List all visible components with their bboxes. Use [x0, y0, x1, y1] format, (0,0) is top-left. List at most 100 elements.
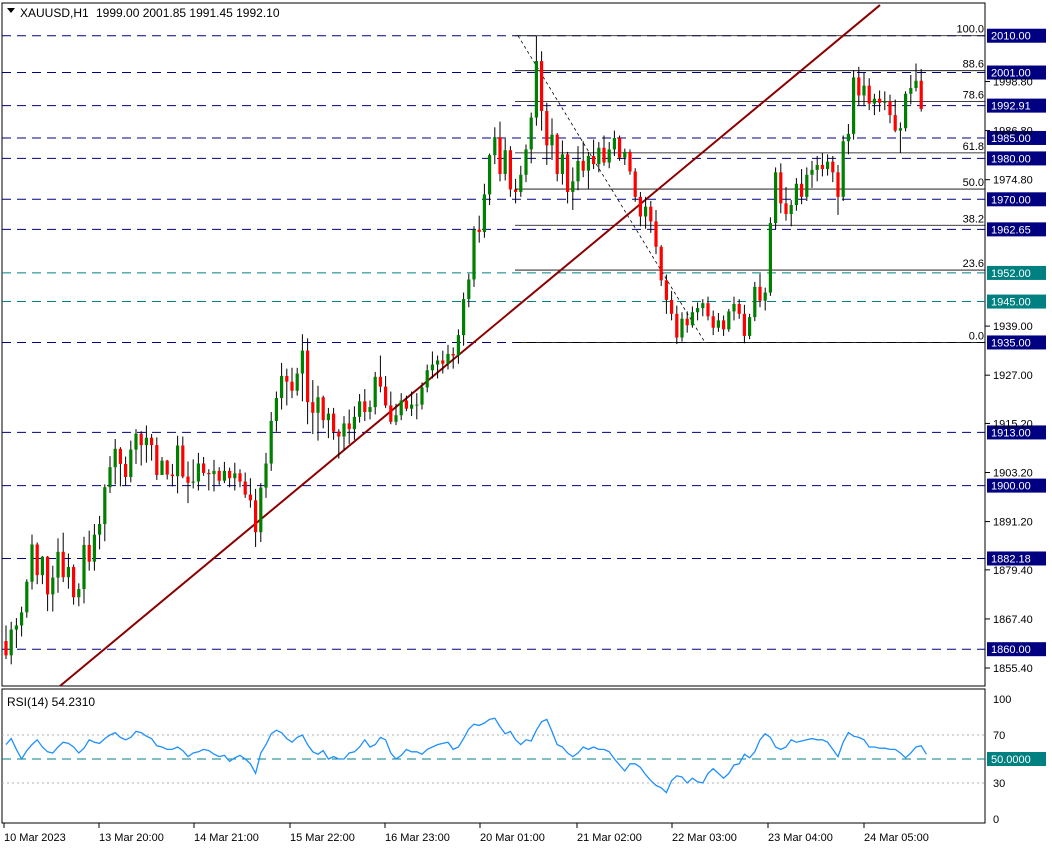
candle-body	[742, 313, 746, 336]
candle-body	[508, 150, 512, 190]
candle-body	[332, 413, 336, 432]
level-label: 1935.00	[991, 337, 1031, 349]
candle-body	[300, 350, 304, 374]
fib-level-label: 88.6	[963, 59, 984, 71]
candle-body	[248, 494, 252, 501]
level-label: 1970.00	[991, 194, 1031, 206]
level-label: 1860.00	[991, 644, 1031, 656]
candle-body	[727, 311, 731, 330]
symbol-dropdown-icon[interactable]	[7, 8, 15, 13]
candle-body	[737, 304, 741, 314]
candle-body	[103, 487, 107, 525]
trendline-segment	[59, 4, 881, 687]
candle-body	[217, 470, 221, 481]
candle-body	[898, 128, 902, 131]
candle-body	[144, 437, 148, 446]
candle-body	[441, 360, 445, 364]
candle-body	[514, 189, 518, 192]
candle-body	[92, 534, 96, 562]
candle-body	[664, 280, 668, 300]
time-tick-label: 15 Mar 22:00	[290, 832, 355, 844]
candle-body	[77, 589, 81, 598]
horizontal-levels: 2010.00 2001.00 1992.91 1985.00 1980.00 1970.…	[2, 28, 1046, 657]
candle-body	[66, 566, 70, 578]
candle-body	[191, 481, 195, 483]
candle-body	[373, 376, 377, 408]
candle-body	[222, 470, 226, 481]
level-tag	[987, 425, 1046, 440]
ohlc-readout: 1999.00 2001.85 1991.45 1992.10	[96, 6, 280, 20]
candle-body	[20, 612, 24, 626]
rsi-tick-label: 30	[993, 778, 1005, 790]
candle-body	[108, 467, 112, 488]
candle-body	[306, 350, 310, 403]
candle-body	[592, 155, 596, 165]
trendline[interactable]	[59, 4, 881, 687]
candle-body	[269, 420, 273, 464]
candle-body	[602, 147, 606, 163]
candle-body	[436, 360, 440, 365]
candle-body	[61, 551, 65, 578]
candle-body	[576, 160, 580, 182]
candle-body	[352, 416, 356, 430]
candle-body	[612, 137, 616, 150]
candle-body	[857, 77, 861, 96]
candlesticks	[4, 35, 923, 665]
candle-body	[384, 386, 388, 406]
candle-body	[524, 149, 528, 175]
candle-body	[550, 134, 554, 146]
price-tick-label: 1867.40	[993, 614, 1033, 626]
candle-body	[644, 206, 648, 217]
candle-body	[878, 98, 882, 103]
candle-body	[451, 353, 455, 356]
candle-body	[696, 308, 700, 313]
price-tick-label: 1974.80	[993, 175, 1033, 187]
level-tag	[987, 265, 1046, 280]
candle-body	[836, 172, 840, 197]
candle-body	[467, 279, 471, 300]
price-pane[interactable]	[1, 2, 986, 687]
price-tick-label: 1855.40	[993, 663, 1033, 675]
candle-body	[274, 398, 278, 421]
level-label: 1882.18	[991, 553, 1031, 565]
candle-body	[846, 133, 850, 142]
candle-body	[446, 353, 450, 364]
candle-body	[378, 376, 382, 387]
rsi-level-tag	[987, 752, 1046, 766]
candle-body	[623, 151, 627, 158]
level-tag	[987, 151, 1046, 166]
level-tag	[987, 28, 1046, 43]
time-tick-label: 14 Mar 21:00	[194, 832, 259, 844]
level-tag	[987, 222, 1046, 237]
candle-body	[389, 405, 393, 422]
candle-body	[820, 164, 824, 170]
candle-body	[4, 641, 8, 656]
candle-body	[196, 463, 200, 482]
candle-body	[113, 448, 117, 468]
candle-body	[716, 320, 720, 328]
fib-level-label: 38.2	[963, 213, 984, 225]
candle-body	[118, 448, 122, 464]
candle-body	[654, 221, 658, 247]
candle-body	[867, 85, 871, 104]
time-tick-label: 22 Mar 03:00	[672, 832, 737, 844]
fibonacci-retracement[interactable]: 100.0 88.6 78.6 61.8 50.0 38.2 23.6 0.0	[515, 24, 985, 343]
candle-body	[701, 303, 705, 309]
candle-body	[456, 335, 460, 356]
candle-body	[748, 317, 752, 336]
rsi-pane[interactable]	[1, 688, 986, 824]
price-tick-label: 1927.00	[993, 370, 1033, 382]
level-label: 1962.65	[991, 224, 1031, 236]
candle-body	[228, 470, 232, 479]
candle-body	[482, 194, 486, 233]
candle-body	[571, 181, 575, 192]
price-tick-label: 1939.00	[993, 321, 1033, 333]
price-tick-label: 1986.80	[993, 126, 1033, 138]
rsi-tick-label: 0	[993, 814, 999, 826]
candle-body	[581, 160, 585, 171]
candle-body	[404, 400, 408, 409]
level-tag	[987, 294, 1046, 309]
candle-body	[410, 404, 414, 409]
candle-body	[259, 487, 263, 533]
